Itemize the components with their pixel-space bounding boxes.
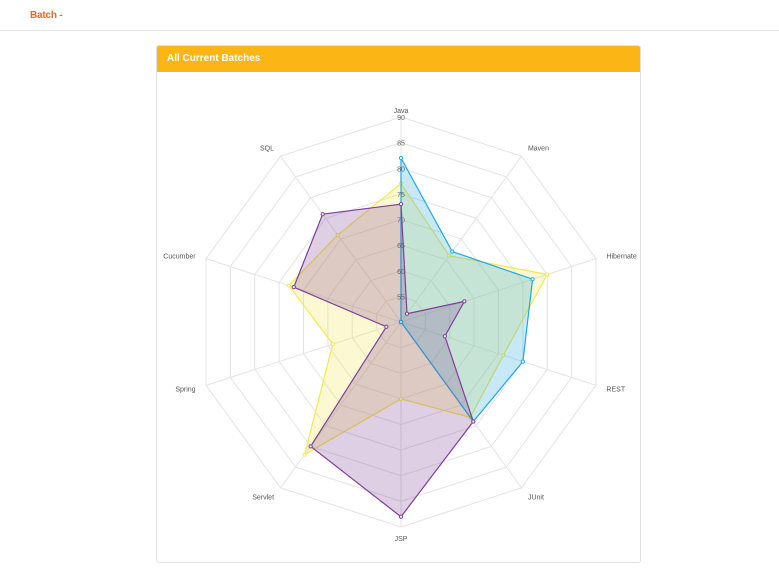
data-point <box>520 359 525 364</box>
grid-spoke <box>205 258 402 323</box>
grid-spoke <box>400 155 522 323</box>
axis-label: JSP <box>395 536 408 543</box>
data-point <box>302 452 307 457</box>
data-point <box>335 232 340 238</box>
tick-label: 65 <box>397 243 405 250</box>
data-point <box>330 342 335 347</box>
grid-spoke <box>280 321 402 489</box>
data-point <box>447 253 452 258</box>
data-point <box>398 396 404 401</box>
grid-spoke <box>400 321 597 386</box>
axis-label: Servlet <box>252 495 274 502</box>
grid-spoke <box>205 321 402 386</box>
data-point <box>320 212 325 217</box>
data-point <box>308 444 313 449</box>
axis-label: REST <box>606 387 625 394</box>
grid-spoke <box>280 155 402 323</box>
data-point <box>530 277 535 282</box>
axis-label: Spring <box>175 387 195 394</box>
data-point <box>471 419 476 424</box>
data-point <box>450 249 455 254</box>
tick-label: 80 <box>397 166 405 173</box>
tick-label: 60 <box>397 269 405 276</box>
data-point <box>404 311 410 316</box>
data-point <box>545 272 550 277</box>
data-point <box>291 285 296 290</box>
data-point <box>442 334 447 339</box>
panel-title: All Current Batches <box>157 46 640 72</box>
tick-label: 70 <box>397 218 405 225</box>
data-point <box>286 283 291 288</box>
axis-label: Maven <box>528 145 549 152</box>
data-point <box>501 353 506 358</box>
tick-label: 85 <box>397 141 405 148</box>
tick-label: 75 <box>397 192 405 199</box>
axis-label: Java <box>394 108 409 115</box>
batch-dropdown-menu[interactable]: Batch - <box>30 10 63 21</box>
axis-label: JUnit <box>528 495 544 502</box>
top-bar: Batch - <box>0 0 779 31</box>
data-point <box>398 514 404 519</box>
axis-label: Hibernate <box>606 253 636 260</box>
all-current-batches-panel: All Current Batches 55 60 65 70 75 80 85 90 Java… <box>156 45 641 563</box>
tick-label: 55 <box>397 294 405 301</box>
grid-spoke <box>400 258 597 323</box>
data-point <box>398 155 404 161</box>
axis-label: Cucumber <box>163 253 196 260</box>
axis-label: SQL <box>260 145 274 152</box>
tick-label: 90 <box>397 115 405 122</box>
data-point <box>398 319 404 325</box>
data-point <box>384 324 389 329</box>
data-point <box>398 202 404 207</box>
data-point <box>462 299 467 304</box>
